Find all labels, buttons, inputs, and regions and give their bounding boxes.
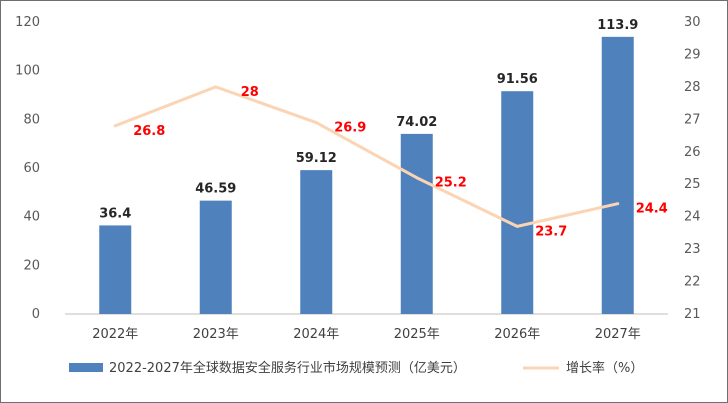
bar-data-label: 113.9	[597, 18, 638, 33]
bar-data-label: 36.4	[99, 206, 131, 221]
bar-data-label: 91.56	[497, 72, 538, 87]
left-axis-tick-label: 60	[23, 161, 40, 176]
growth-rate-data-label: 24.4	[636, 202, 668, 217]
left-axis-tick-label: 80	[23, 112, 40, 127]
left-y-axis: 0 20 40 60 80 100 120	[15, 15, 40, 322]
right-axis-tick-label: 23	[684, 242, 701, 257]
growth-rate-data-label: 26.8	[133, 124, 165, 139]
bar	[400, 133, 433, 314]
right-y-axis: 21 22 23 24 25 26 27 28 29 30	[684, 15, 701, 322]
x-axis-category-label: 2025年	[394, 327, 440, 342]
x-axis-category-label: 2022年	[92, 327, 138, 342]
right-axis-tick-label: 21	[684, 307, 701, 322]
right-axis-tick-label: 28	[684, 80, 701, 95]
right-axis-tick-label: 24	[684, 210, 701, 225]
left-axis-tick-label: 100	[15, 64, 40, 79]
growth-rate-data-label: 23.7	[535, 224, 567, 239]
growth-rate-series	[113, 85, 620, 228]
x-axis-category-label: 2026年	[494, 327, 540, 342]
left-axis-tick-label: 0	[32, 307, 40, 322]
legend-bar-swatch	[69, 363, 103, 372]
bar	[300, 170, 333, 314]
right-axis-tick-label: 26	[684, 145, 701, 160]
right-axis-tick-label: 30	[684, 15, 701, 30]
legend: 2022-2027年全球数据安全服务行业市场规模预测（亿美元） 增长率（%）	[69, 360, 643, 376]
growth-rate-data-label: 25.2	[435, 176, 467, 191]
bar	[501, 91, 534, 314]
right-axis-tick-label: 29	[684, 47, 701, 62]
growth-rate-data-label: 28	[241, 85, 259, 100]
right-axis-tick-label: 25	[684, 177, 701, 192]
growth-rate-data-label: 26.9	[334, 121, 366, 136]
x-axis-category-labels: 2022年 2023年 2024年 2025年 2026年 2027年	[92, 327, 641, 342]
left-axis-tick-label: 20	[23, 258, 40, 273]
bar	[601, 36, 634, 315]
right-axis-tick-label: 27	[684, 112, 701, 127]
bar-data-labels: 36.4 46.59 59.12 74.02 91.56 113.9	[99, 18, 638, 222]
bar-data-label: 59.12	[296, 151, 337, 166]
bar-data-label: 46.59	[195, 182, 236, 197]
bar-series	[99, 36, 634, 315]
x-axis-category-label: 2023年	[193, 327, 239, 342]
x-axis-category-label: 2024年	[293, 327, 339, 342]
x-axis-category-label: 2027年	[595, 327, 641, 342]
legend-line-label: 增长率（%）	[566, 360, 643, 376]
left-axis-tick-label: 40	[23, 210, 40, 225]
growth-rate-data-labels: 26.8 28 26.9 25.2 23.7 24.4	[133, 85, 668, 240]
bar-data-label: 74.02	[396, 115, 437, 130]
right-axis-tick-label: 22	[684, 275, 701, 290]
bar	[199, 200, 232, 314]
left-axis-tick-label: 120	[15, 15, 40, 30]
bar	[99, 225, 132, 314]
growth-rate-line	[113, 85, 620, 228]
legend-bar-label: 2022-2027年全球数据安全服务行业市场规模预测（亿美元）	[109, 360, 466, 376]
